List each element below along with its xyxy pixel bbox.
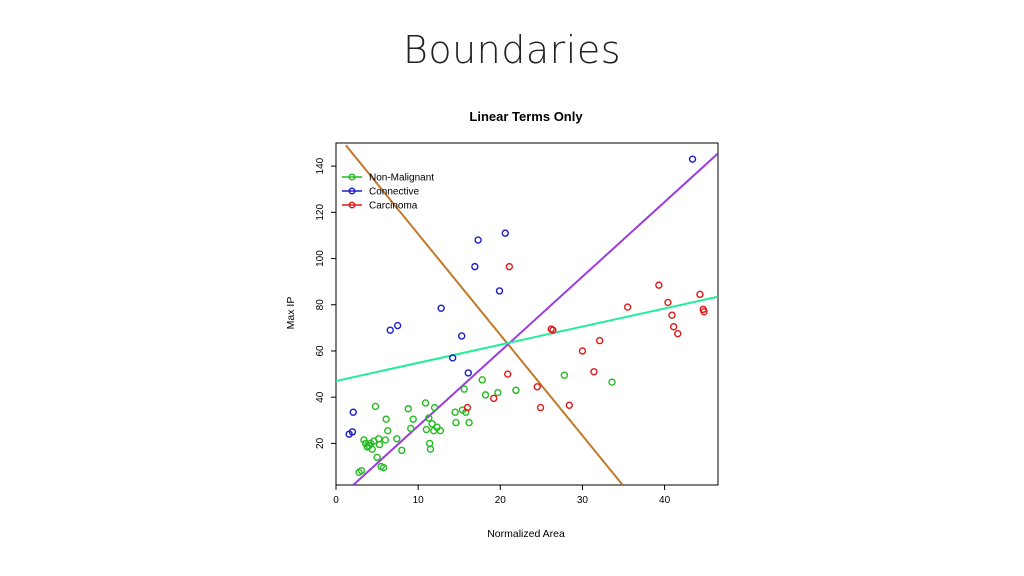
x-tick-label: 40 [659,495,671,506]
x-tick-label: 30 [577,495,589,506]
point-non-malignant [393,435,401,443]
plot-area: 0 10 20 30 40 20 40 60 80 100 120 140 Non-Malignant C… [315,142,719,506]
point-non-malignant [407,424,415,433]
point-carcinoma [565,401,574,409]
point-connective [386,326,394,334]
point-non-malignant [384,426,392,435]
point-non-malignant [465,418,473,427]
point-non-malignant [494,388,502,397]
point-non-malignant [409,415,417,423]
point-connective [501,229,509,237]
point-non-malignant [382,415,390,423]
point-carcinoma [503,370,512,378]
point-non-malignant [608,378,616,386]
point-carcinoma [505,262,514,271]
point-non-malignant [512,386,520,394]
point-non-malignant [428,420,436,428]
legend-marker [348,173,356,181]
point-non-malignant [426,445,435,453]
point-non-malignant [460,385,468,393]
point-non-malignant [422,425,431,434]
point-carcinoma [596,336,604,345]
legend-entry: Non-Malignant [369,173,434,184]
x-tick-label: 0 [333,495,339,506]
point-non-malignant [425,414,433,422]
point-connective [495,287,504,295]
point-non-malignant [357,466,366,475]
legend-marker [348,187,356,195]
point-carcinoma [590,368,598,376]
point-carcinoma [655,281,663,289]
point-connective [471,262,479,271]
point-non-malignant [560,371,569,379]
point-non-malignant [478,376,486,384]
point-non-malignant [381,436,389,444]
point-connective [349,408,357,416]
point-connective [464,369,472,377]
plot-frame [335,142,719,486]
point-carcinoma [623,303,632,311]
point-non-malignant [421,399,430,407]
point-non-malignant [404,405,412,413]
point-carcinoma [674,329,682,338]
slide-title: Boundaries [402,28,622,72]
y-tick-label: 40 [315,391,326,403]
point-connective [474,236,482,244]
y-tick-label: 80 [315,299,326,311]
x-axis-label: Normalized Area [487,528,565,540]
point-non-malignant [436,426,445,435]
boundary-line-1 [345,144,624,485]
x-tick-label: 20 [495,495,507,506]
point-non-malignant [430,403,439,412]
legend-marker [348,201,356,209]
point-carcinoma [536,403,545,412]
point-non-malignant [481,391,490,399]
point-non-malignant [368,445,376,453]
y-tick-label: 120 [315,204,326,221]
chart-title: Linear Terms Only [469,109,583,124]
point-connective [348,428,357,436]
point-connective [448,354,457,362]
y-axis-label: Max IP [285,297,297,330]
legend-entry: Connective [369,187,419,198]
point-carcinoma [490,394,498,403]
point-connective [437,304,445,312]
boundary-line-3 [336,295,718,382]
point-non-malignant [398,446,406,455]
x-tick-label: 10 [413,495,425,506]
point-carcinoma [664,298,672,307]
point-connective [393,321,402,330]
point-carcinoma [696,290,704,299]
point-connective [457,332,466,340]
point-carcinoma [549,326,557,334]
point-carcinoma [533,383,541,391]
point-non-malignant [373,453,381,461]
point-non-malignant [371,402,380,411]
point-carcinoma [578,347,587,355]
y-tick-label: 100 [315,250,326,267]
point-non-malignant [375,440,384,449]
point-non-malignant [379,463,388,472]
point-non-malignant [451,408,459,416]
point-carcinoma [700,307,708,316]
point-non-malignant [360,436,368,444]
point-non-malignant [452,418,460,427]
point-carcinoma [669,323,678,331]
y-tick-label: 140 [315,157,326,174]
point-connective [688,155,697,163]
point-non-malignant [462,408,470,416]
point-carcinoma [668,311,676,319]
point-carcinoma [463,403,472,412]
point-non-malignant [425,439,434,448]
y-tick-label: 60 [315,345,326,357]
y-tick-label: 20 [315,437,326,449]
legend-entry: Carcinoma [369,201,418,212]
